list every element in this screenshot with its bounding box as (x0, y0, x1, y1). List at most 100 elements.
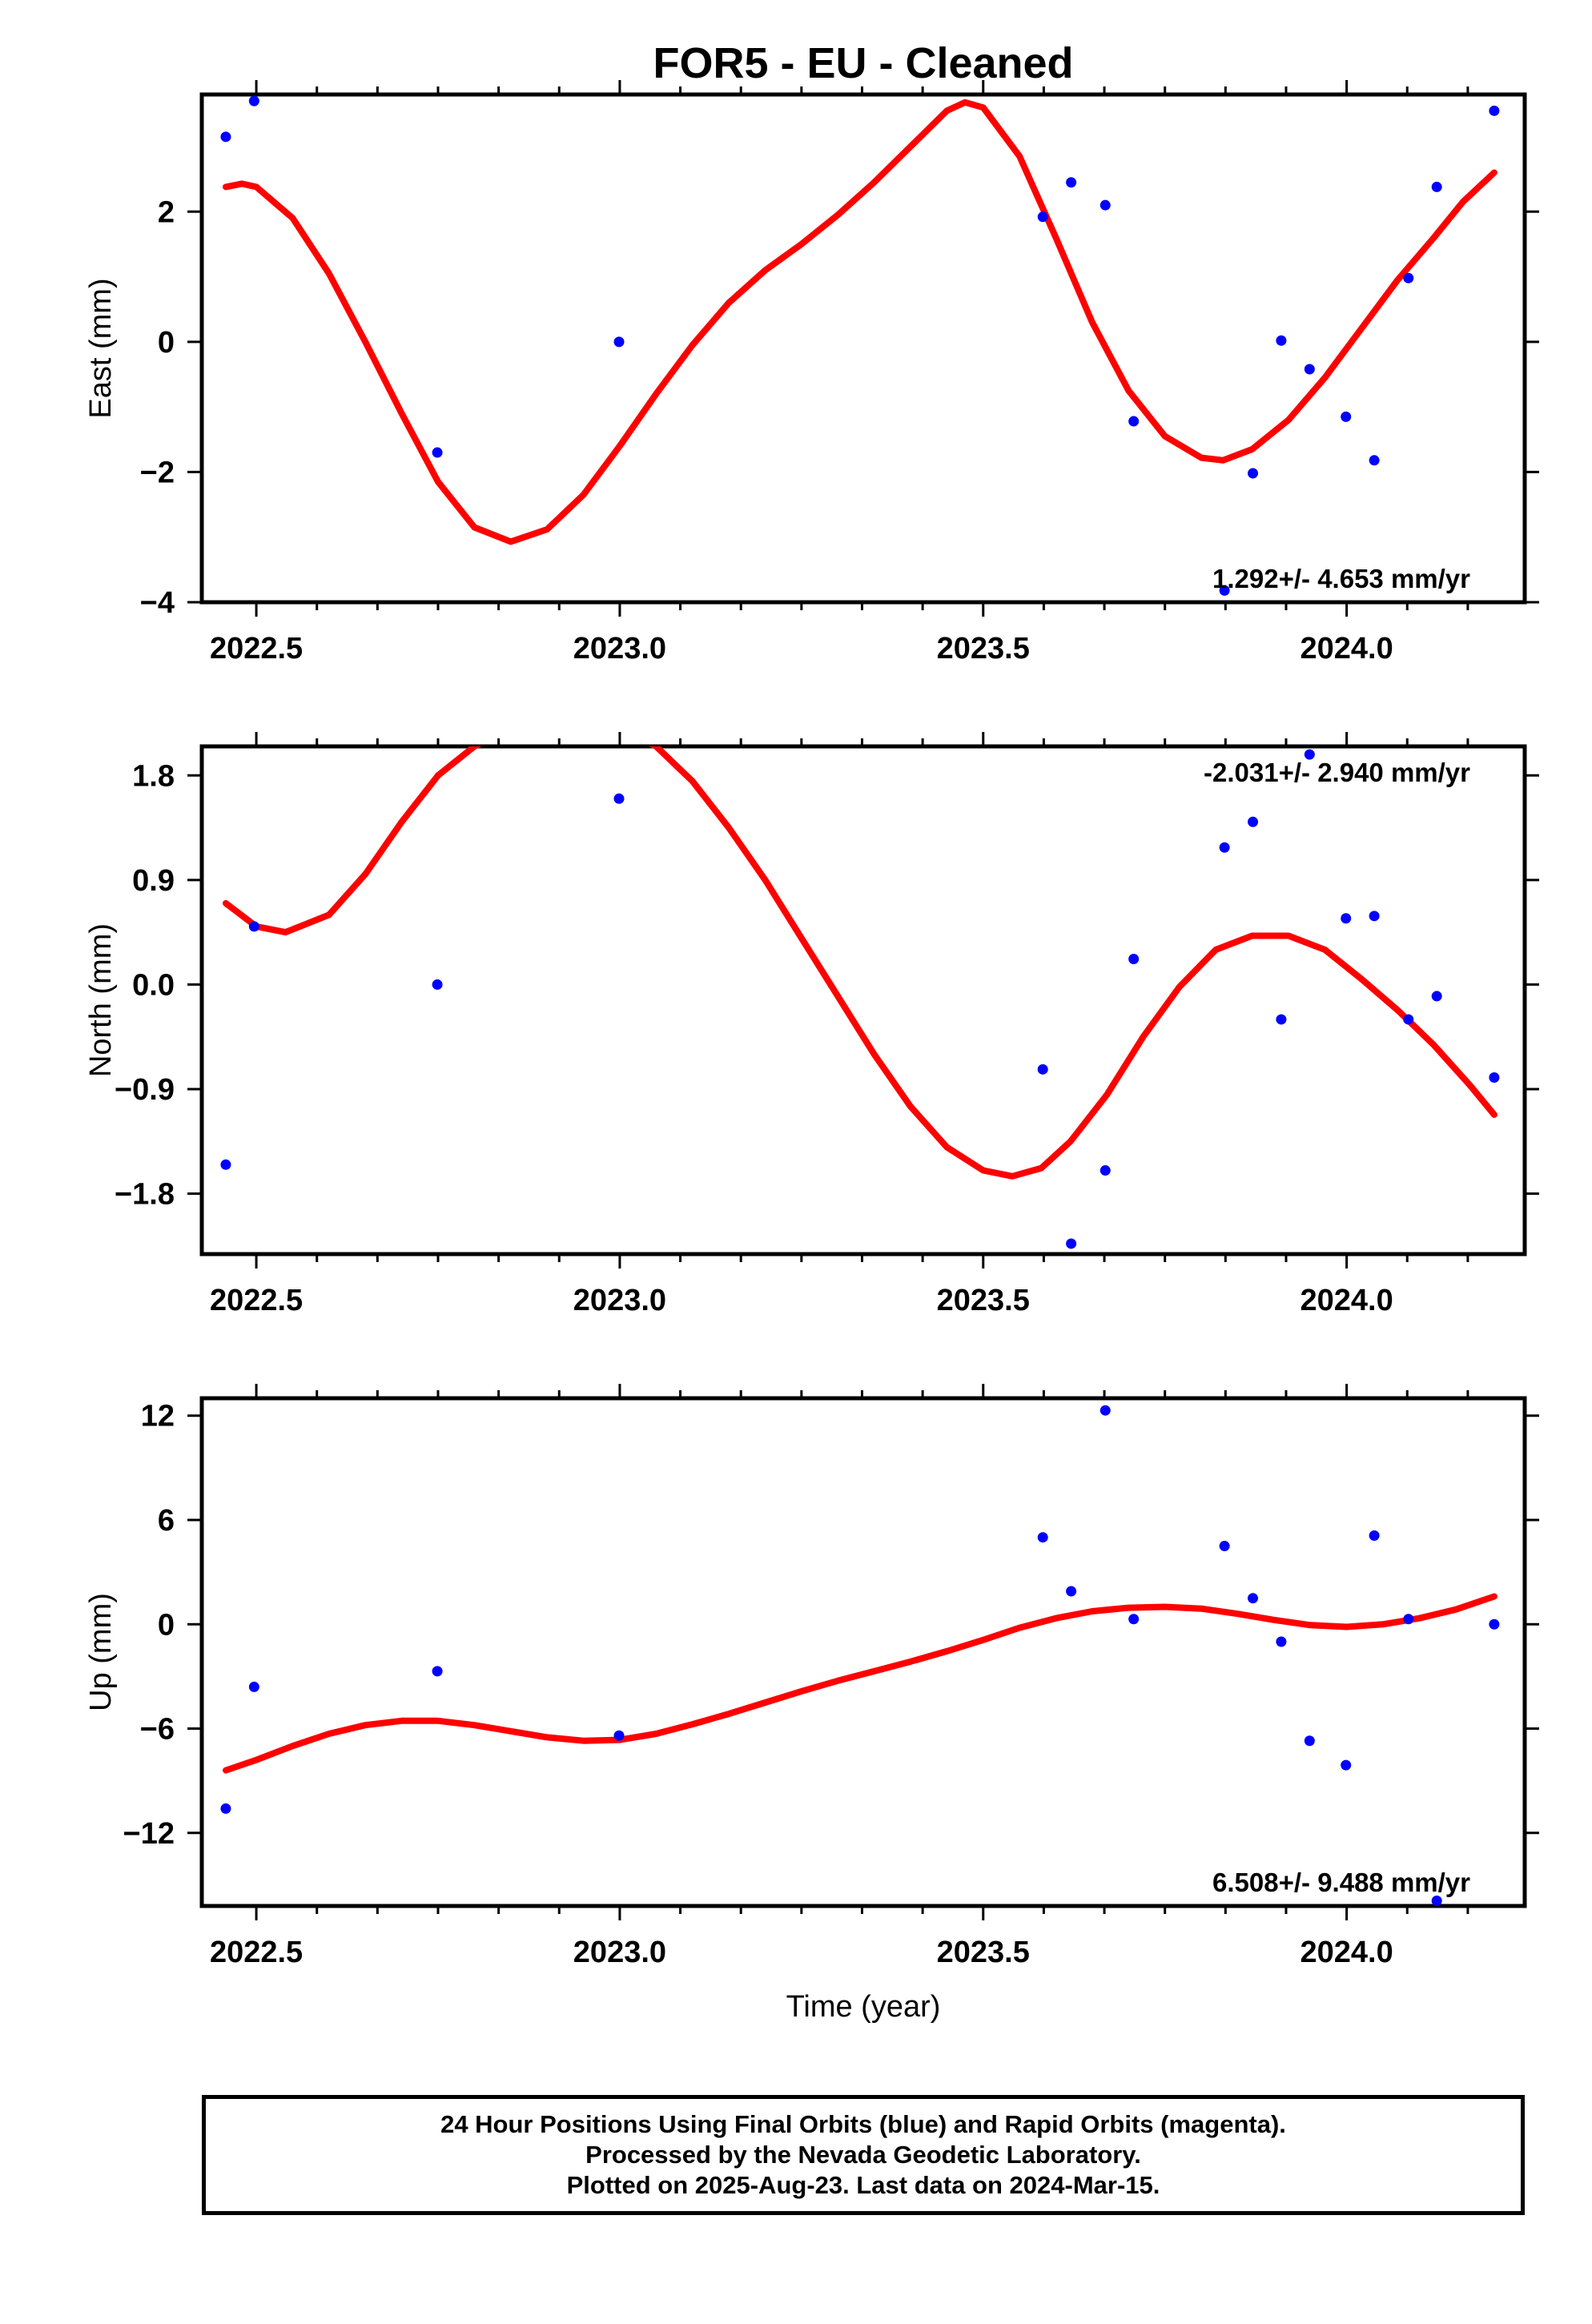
east-data-point (613, 336, 625, 348)
north-data-point (1403, 1014, 1414, 1025)
up-data-point (1489, 1618, 1500, 1630)
up-data-point (248, 1681, 259, 1692)
north-data-point (248, 921, 259, 932)
north-data-point (1100, 1165, 1111, 1176)
east-data (223, 99, 1498, 545)
up-y-tick-label: −6 (140, 1713, 175, 1747)
up-data-point (1341, 1759, 1352, 1771)
east-data-point (1276, 335, 1287, 346)
north-data-point (1219, 842, 1230, 853)
footer-box: 24 Hour Positions Using Final Orbits (bl… (202, 2095, 1525, 2215)
chart-title: FOR5 - EU - Cleaned (653, 39, 1073, 87)
north-frame (199, 744, 1527, 1256)
east-x-tick-label: 2023.0 (573, 632, 666, 665)
up-data-point (1100, 1405, 1111, 1416)
up-fit-line (223, 1593, 1498, 1774)
east-data-point (1248, 468, 1259, 479)
north-data-point (1369, 911, 1380, 922)
up-data-point (432, 1666, 443, 1677)
up-y-tick-label: 6 (158, 1504, 175, 1538)
north-data-point (220, 1159, 231, 1170)
up-data-point (1369, 1530, 1380, 1542)
north-data-point (1128, 953, 1140, 964)
east-data-point (1489, 105, 1500, 116)
up-data-point (1128, 1614, 1140, 1625)
north-fit-line (223, 746, 1498, 1180)
up-y-axis-label: Up (mm) (84, 1593, 118, 1711)
north-data-point (1431, 991, 1442, 1002)
east-data-point (1369, 455, 1380, 466)
east-y-tick-label: 2 (158, 195, 175, 229)
north-data-point (613, 793, 625, 804)
up-y-tick-label: −12 (123, 1817, 175, 1851)
east-data-point (1304, 364, 1315, 375)
north-y-tick-label: 0.0 (132, 968, 175, 1002)
up-data-point (613, 1730, 625, 1741)
up-x-tick-label: 2024.0 (1300, 1936, 1393, 1969)
north-data-point (1037, 1063, 1048, 1075)
up-panel: 2022.5 2023.0 2023.5 2024.0 −12 −6 0 6 12 Up (mm)… (84, 1384, 1539, 1969)
east-data-point (1037, 211, 1048, 223)
east-data-point (1128, 416, 1140, 427)
north-data (223, 746, 1498, 1180)
east-frame (199, 92, 1527, 605)
east-data-point (432, 447, 443, 458)
up-data-point (1276, 1636, 1287, 1647)
east-y-tick-label: −2 (140, 456, 175, 489)
up-y-tick-label: 0 (158, 1608, 175, 1642)
east-y-tick-label: −4 (140, 586, 175, 620)
east-data-point (1100, 199, 1111, 211)
up-data-point (1037, 1532, 1048, 1543)
east-rate-label: 1.292+/- 4.653 mm/yr (1212, 564, 1470, 593)
east-y-axis-label: East (mm) (84, 278, 118, 418)
up-data-point (1066, 1586, 1077, 1597)
north-y-axis-label: North (mm) (84, 923, 118, 1077)
north-data-point (1248, 816, 1259, 827)
east-data-point (1219, 585, 1230, 596)
up-x-tick-label: 2023.5 (937, 1936, 1030, 1969)
up-x-tick-label: 2022.5 (210, 1936, 303, 1969)
up-data-point (1219, 1541, 1230, 1552)
east-data-point (1066, 177, 1077, 188)
north-y-tick-label: 1.8 (132, 759, 175, 793)
north-data-point (1304, 749, 1315, 760)
north-data-point (1489, 1072, 1500, 1083)
north-data-point (1066, 1238, 1077, 1249)
east-data-point (248, 95, 259, 107)
footer-line-2: Processed by the Nevada Geodetic Laborat… (585, 2141, 1141, 2169)
x-axis-label: Time (year) (786, 1990, 941, 2024)
up-rate-label: 6.508+/- 9.488 mm/yr (1212, 1868, 1470, 1897)
north-data-point (432, 979, 443, 990)
east-x-tick-label: 2022.5 (210, 632, 303, 665)
up-y-tick-label: 12 (141, 1400, 175, 1433)
north-data-point (1276, 1014, 1287, 1025)
north-x-tick-label: 2023.5 (937, 1284, 1030, 1317)
up-data (223, 1593, 1498, 1774)
east-x-tick-label: 2024.0 (1300, 632, 1393, 665)
up-data-point (1431, 1895, 1442, 1906)
east-fit-line (223, 99, 1498, 545)
north-x-tick-label: 2023.0 (573, 1284, 666, 1317)
east-data-point (1341, 411, 1352, 422)
up-data-point (1403, 1614, 1414, 1625)
north-y-tick-label: −0.9 (115, 1073, 175, 1107)
up-data-point (220, 1803, 231, 1814)
north-y-tick-label: 0.9 (132, 864, 175, 898)
footer-line-3: Plotted on 2025-Aug-23. Last data on 202… (566, 2171, 1160, 2199)
north-panel: 2022.5 2023.0 2023.5 2024.0 −1.8 −0.9 0.0 0.9 1.… (84, 732, 1539, 1317)
up-data-point (1248, 1593, 1259, 1604)
east-data-point (220, 131, 231, 143)
up-data-point (1304, 1735, 1315, 1747)
east-x-tick-label: 2023.5 (937, 632, 1030, 665)
north-x-tick-label: 2024.0 (1300, 1284, 1393, 1317)
east-y-tick-label: 0 (158, 326, 175, 360)
up-frame (199, 1396, 1527, 1908)
north-x-tick-label: 2022.5 (210, 1284, 303, 1317)
east-data-point (1403, 272, 1414, 283)
east-panel: 2022.5 2023.0 2023.5 2024.0 −4 −2 0 2 East (mm) 1… (84, 80, 1539, 665)
north-y-tick-label: −1.8 (115, 1178, 175, 1212)
north-data-point (1341, 913, 1352, 924)
east-data-point (1431, 181, 1442, 192)
footer-line-1: 24 Hour Positions Using Final Orbits (bl… (440, 2110, 1286, 2138)
